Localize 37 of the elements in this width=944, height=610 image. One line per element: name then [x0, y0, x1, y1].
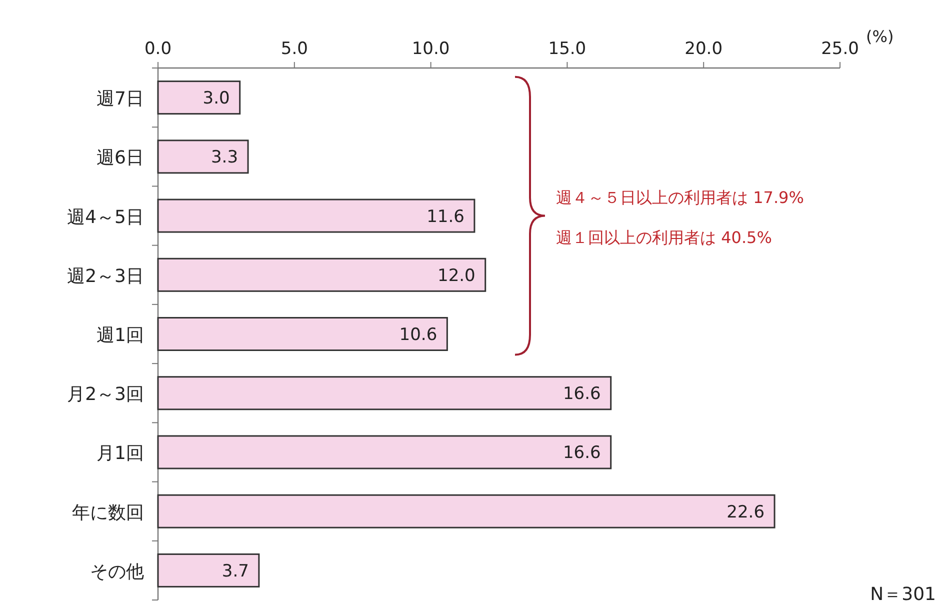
x-tick-label: 20.0: [684, 39, 723, 59]
y-tick-label: 月1回: [96, 443, 144, 464]
x-tick-label: 0.0: [144, 39, 172, 59]
y-tick-label: 週2～3日: [67, 266, 144, 287]
y-tick-label: 週6日: [96, 148, 144, 169]
bar: [157, 198, 476, 233]
x-tick-label: 15.0: [548, 39, 586, 59]
bar: [157, 376, 612, 410]
annotation: 週１回以上の利用者は 40.5%: [556, 228, 772, 247]
x-tick-label: 5.0: [280, 39, 308, 59]
bar: [157, 494, 776, 528]
bar: [157, 258, 486, 292]
annotation: 週４～５日以上の利用者は 17.9%: [556, 188, 804, 207]
data-label: 16.6: [562, 384, 601, 404]
data-label: 3.7: [222, 561, 249, 582]
x-tick-label: 10.0: [412, 39, 450, 59]
data-label: 11.6: [426, 206, 464, 227]
data-label: 22.6: [726, 502, 765, 522]
bar: [157, 140, 249, 174]
x-axis-title: (%): [866, 27, 894, 46]
bar: [157, 553, 260, 588]
y-tick-label: 週1回: [96, 325, 144, 346]
y-tick-label: 年に数回: [72, 502, 144, 524]
y-tick-label: その他: [90, 561, 144, 582]
data-label: 10.6: [399, 325, 438, 345]
text: N＝301: [870, 584, 936, 605]
bar: [157, 316, 448, 352]
data-label: 3.3: [210, 148, 238, 168]
data-label: 12.0: [438, 266, 476, 286]
data-label: 3.0: [202, 88, 230, 109]
x-tick-label: 25.0: [821, 39, 859, 59]
y-tick-label: 週7日: [96, 88, 144, 110]
data-label: 16.6: [562, 443, 601, 464]
y-tick-label: 月2～3回: [67, 384, 144, 406]
bar: [157, 80, 241, 115]
bar: [157, 435, 612, 470]
y-tick-label: 週4～5日: [67, 206, 144, 228]
